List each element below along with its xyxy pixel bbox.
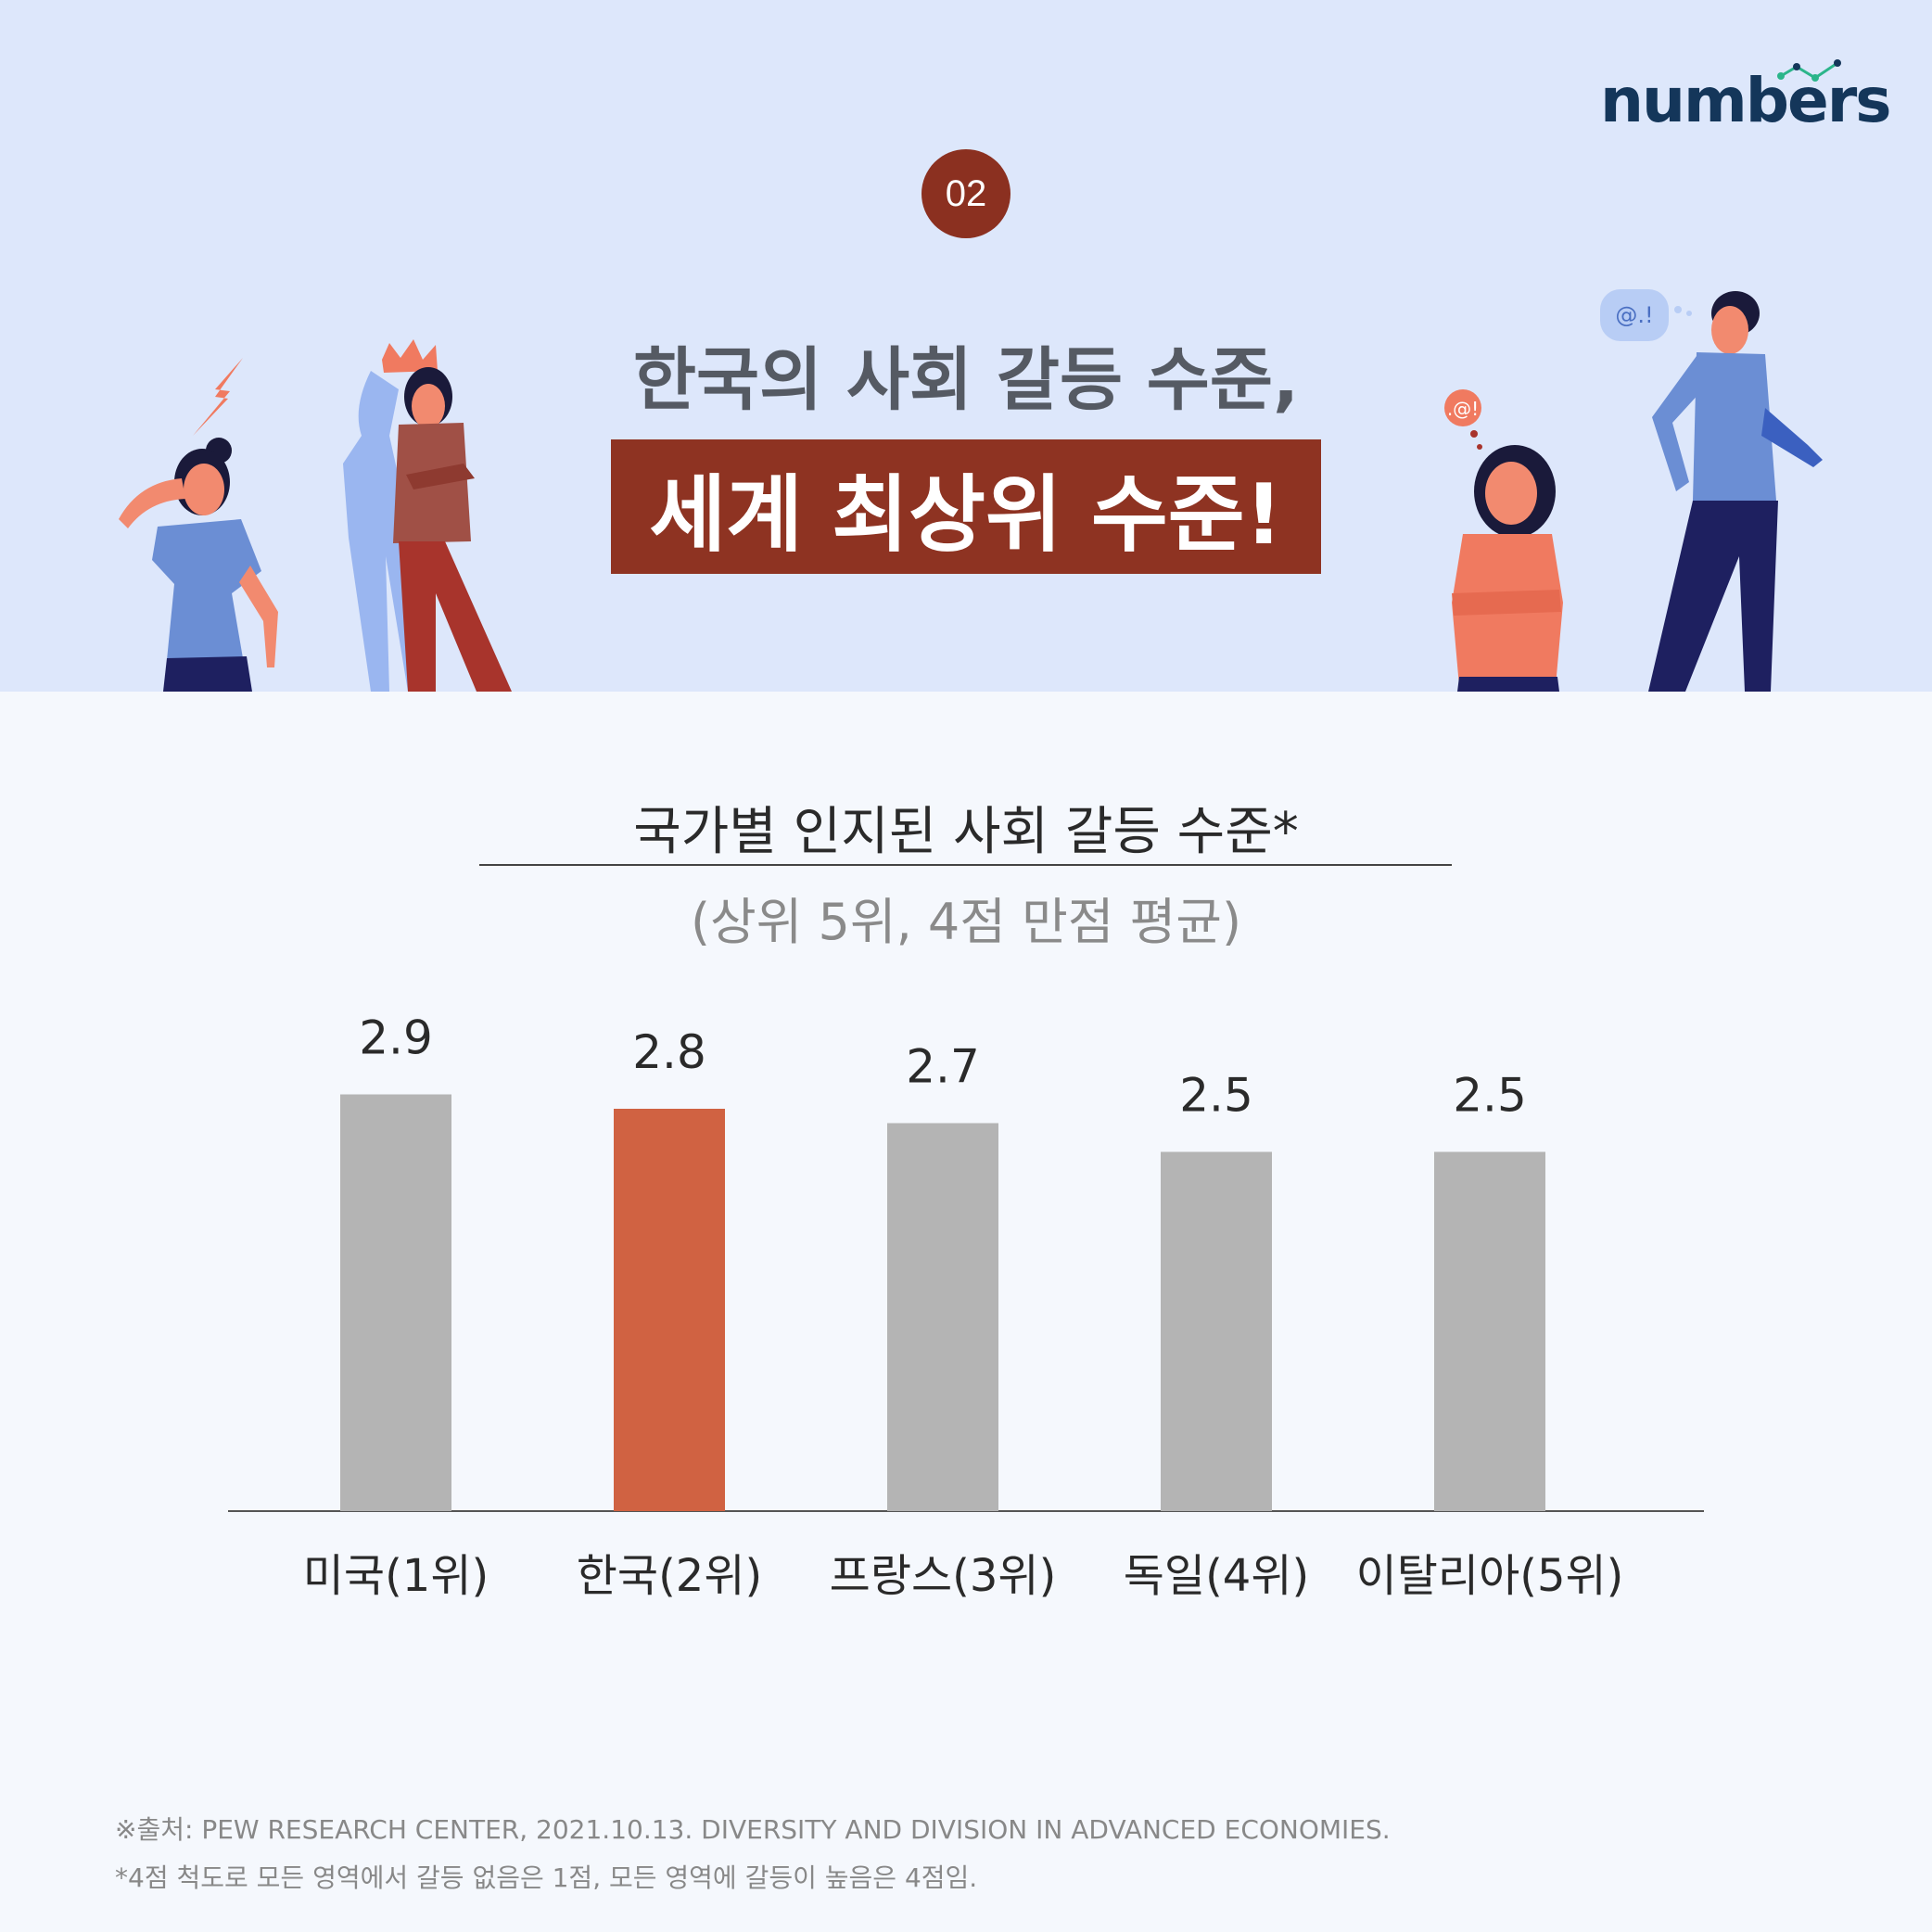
category-label-5: 이탈리아(5위) <box>1356 1550 1624 1602</box>
bar-2 <box>614 1109 725 1511</box>
category-label-2: 한국(2위) <box>577 1550 762 1602</box>
crowned-woman-illustration <box>343 339 512 692</box>
header-section <box>0 0 1932 692</box>
frustrated-woman-illustration <box>119 358 278 692</box>
value-label-1: 2.9 <box>359 1011 433 1065</box>
source-note: ※출처: PEW RESEARCH CENTER, 2021.10.13. DI… <box>115 1814 1391 1845</box>
man-illustration: @.! <box>1600 289 1823 692</box>
crown-icon <box>382 339 438 373</box>
logo-chart-icon <box>1777 59 1841 82</box>
headline-line1: 한국의 사회 갈등 수준, <box>632 340 1300 420</box>
bar-1 <box>340 1094 451 1511</box>
value-label-2: 2.8 <box>632 1025 706 1079</box>
category-label-1: 미국(1위) <box>303 1550 489 1602</box>
bar-4 <box>1161 1151 1272 1511</box>
speech-bubble-woman <box>1444 389 1481 426</box>
lightning-icon <box>193 358 243 436</box>
logo-text: numbers <box>1600 65 1892 136</box>
numbers-logo: numbers <box>1600 59 1892 143</box>
chart-title: 국가별 인지된 사회 갈등 수준* <box>633 802 1299 862</box>
value-label-4: 2.5 <box>1179 1069 1253 1123</box>
value-label-3: 2.7 <box>906 1040 980 1094</box>
headline-line2: 세계 최상위 수준! <box>611 439 1321 574</box>
confused-woman-illustration: .@! <box>1444 389 1563 692</box>
bar-3 <box>887 1123 998 1511</box>
category-label-4: 독일(4위) <box>1124 1550 1309 1602</box>
svg-text:.@!: .@! <box>1447 398 1479 420</box>
scale-footnote: *4점 척도로 모든 영역에서 갈등 없음은 1점, 모든 영역에 갈등이 높음… <box>115 1862 978 1893</box>
speech-bubble-man <box>1600 289 1669 341</box>
category-label-3: 프랑스(3위) <box>830 1550 1057 1602</box>
value-label-5: 2.5 <box>1453 1069 1527 1123</box>
svg-text:@.!: @.! <box>1615 302 1653 328</box>
chart-subtitle: (상위 5위, 4점 만점 평균) <box>690 893 1242 951</box>
bar-5 <box>1434 1151 1545 1511</box>
people-illustration: .@! @.! <box>119 289 1823 692</box>
section-number-badge: 02 <box>922 149 1010 238</box>
title-divider <box>479 864 1452 866</box>
